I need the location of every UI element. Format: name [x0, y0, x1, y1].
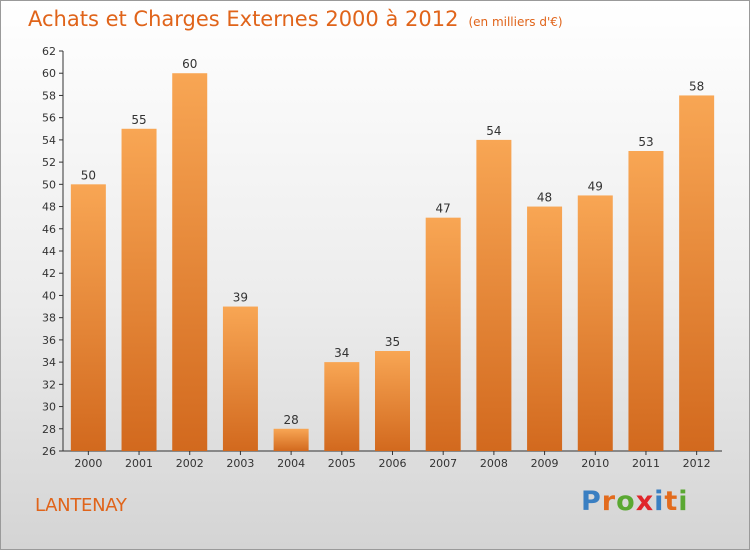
bar-2005 [324, 362, 360, 451]
y-tick-label: 42 [42, 267, 56, 280]
y-tick-label: 62 [42, 45, 56, 58]
data-labels: 50 55 60 39 28 34 35 47 54 48 49 53 58 [81, 57, 705, 427]
y-tick-label: 26 [42, 445, 56, 458]
bar-2009 [527, 206, 563, 451]
x-tick-label-2002: 2002 [176, 457, 204, 470]
bar-2007 [425, 217, 461, 451]
data-label-2001: 55 [131, 113, 146, 127]
bar-2002 [172, 73, 208, 451]
data-label-2000: 50 [81, 168, 96, 182]
data-label-2004: 28 [283, 413, 298, 427]
data-label-2002: 60 [182, 57, 197, 71]
x-tick-label-2008: 2008 [480, 457, 508, 470]
data-label-2011: 53 [638, 135, 653, 149]
x-tick-label-2000: 2000 [74, 457, 102, 470]
logo-letter: o [616, 486, 636, 517]
proxiti-logo[interactable]: Proxiti [581, 486, 689, 517]
bar-2012 [679, 95, 715, 451]
x-axis: 2000 2001 2002 2003 2004 2005 2006 2007 2008 2009… [63, 450, 722, 470]
y-tick-label: 46 [42, 223, 56, 236]
bars [70, 73, 715, 452]
logo-letter: P [581, 486, 602, 517]
y-tick-label: 60 [42, 67, 56, 80]
data-label-2009: 48 [537, 191, 552, 205]
bar-2011 [628, 151, 664, 451]
data-label-2008: 54 [486, 124, 501, 138]
bar-2001 [121, 128, 157, 451]
logo-letter: i [678, 486, 689, 517]
logo-letter: i [654, 486, 665, 517]
y-tick-label: 52 [42, 156, 56, 169]
x-tick-label-2003: 2003 [226, 457, 254, 470]
y-tick-label: 56 [42, 112, 56, 125]
y-tick-label: 44 [42, 245, 56, 258]
x-tick-label-2007: 2007 [429, 457, 457, 470]
data-label-2012: 58 [689, 79, 704, 93]
commune-name: LANTENAY [35, 495, 127, 516]
data-label-2010: 49 [588, 179, 603, 193]
x-tick-label-2001: 2001 [125, 457, 153, 470]
bar-2000 [70, 184, 106, 452]
data-label-2007: 47 [436, 202, 451, 216]
chart-title: Achats et Charges Externes 2000 à 2012 (e… [28, 7, 563, 31]
chart-title-text: Achats et Charges Externes 2000 à 2012 [28, 7, 459, 31]
y-axis: 26 28 30 32 34 36 38 40 42 44 46 48 50 52 54 56 58 60 62 [42, 45, 64, 458]
y-tick-label: 38 [42, 312, 56, 325]
y-tick-label: 40 [42, 289, 56, 302]
logo-letter: t [664, 486, 679, 517]
x-tick-label-2011: 2011 [632, 457, 660, 470]
y-tick-label: 50 [42, 178, 56, 191]
chart-unit: (en milliers d'€) [468, 15, 563, 29]
bar-2010 [577, 195, 613, 451]
y-tick-label: 58 [42, 89, 56, 102]
bar-2008 [476, 139, 512, 451]
y-tick-label: 54 [42, 134, 56, 147]
y-tick-label: 48 [42, 201, 56, 214]
y-tick-label: 28 [42, 423, 56, 436]
x-tick-label-2012: 2012 [683, 457, 711, 470]
logo-letter: x [635, 486, 655, 517]
bar-2006 [375, 351, 410, 451]
x-tick-label-2009: 2009 [531, 457, 559, 470]
x-tick-label-2005: 2005 [328, 457, 356, 470]
y-tick-label: 30 [42, 401, 56, 414]
y-tick-label: 34 [42, 356, 56, 369]
logo-letter: r [601, 486, 617, 517]
x-tick-label-2006: 2006 [379, 457, 407, 470]
y-tick-label: 36 [42, 334, 56, 347]
data-label-2005: 34 [334, 346, 349, 360]
x-tick-label-2004: 2004 [277, 457, 305, 470]
data-label-2006: 35 [385, 335, 400, 349]
x-tick-label-2010: 2010 [581, 457, 609, 470]
bar-2004 [273, 428, 309, 451]
bar-2003 [222, 306, 258, 451]
data-label-2003: 39 [233, 291, 248, 305]
y-tick-label: 32 [42, 378, 56, 391]
